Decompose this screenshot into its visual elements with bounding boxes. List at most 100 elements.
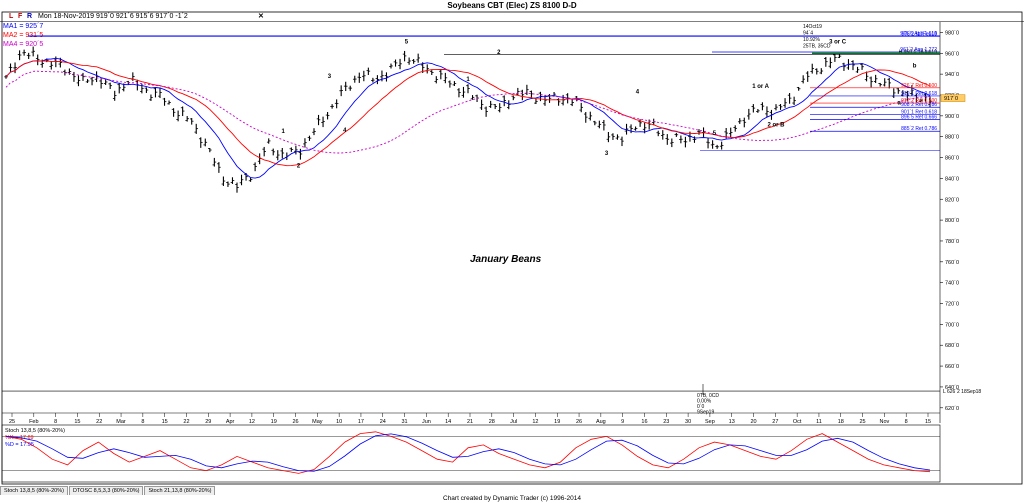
x-tick-label: 17 xyxy=(358,419,364,425)
x-tick-label: Apr xyxy=(226,419,235,425)
wave-label: 1 xyxy=(282,129,286,135)
wave-label: 3 or C xyxy=(829,39,847,45)
info-text: 25TB, 35CD xyxy=(803,44,831,50)
x-tick-label: 23 xyxy=(663,419,669,425)
window-title: Soybeans CBT (Elec) ZS 8100 D-D xyxy=(447,1,577,10)
x-tick-label: 11 xyxy=(816,419,822,425)
low-info-text: 0TB, 0CD xyxy=(697,393,719,399)
wave-label: 3 xyxy=(605,151,609,157)
y-tick-label: 860´0 xyxy=(945,156,959,162)
low-info-text: 0.00% xyxy=(697,399,712,405)
info-text: 10.92% xyxy=(803,37,821,43)
x-tick-label: 13 xyxy=(729,419,735,425)
close-icon[interactable]: ✕ xyxy=(258,13,264,20)
wave-label: 3 xyxy=(328,74,332,80)
x-tick-label: 24 xyxy=(380,419,386,425)
indicator-tabs: Stoch 13,8,5 (80%-20%) DTOSC 8,5,3,3 (80… xyxy=(0,486,216,495)
stoch-title: Stoch 13,8,5 (80%-20%) xyxy=(5,428,65,434)
legend-ma1: MA1 = 925´7 xyxy=(3,23,44,30)
stoch-k-line xyxy=(5,431,931,474)
x-tick-label: 12 xyxy=(249,419,255,425)
last-price-label: 917´0 xyxy=(944,96,958,102)
x-tick-label: 12 xyxy=(532,419,538,425)
x-tick-label: 29 xyxy=(205,419,211,425)
x-tick-label: 25 xyxy=(860,419,866,425)
info-text: 14Oct19 xyxy=(803,24,822,30)
wave-label: 5 xyxy=(713,131,717,137)
fib-level-label: 976´6 App 1.618 xyxy=(900,31,937,37)
y-tick-label: 980´0 xyxy=(945,30,959,36)
y-tick-label: 960´0 xyxy=(945,51,959,57)
x-tick-label: 26 xyxy=(292,419,298,425)
x-tick-label: 19 xyxy=(271,419,277,425)
x-tick-label: Mar xyxy=(116,419,126,425)
chart-credit: Chart created by Dynamic Trader (c) 1996… xyxy=(442,495,581,502)
x-tick-label: 14 xyxy=(445,419,451,425)
info-text: 94´4 xyxy=(803,31,813,37)
x-tick-label: 15 xyxy=(162,419,168,425)
toolbar-letter-f[interactable]: F xyxy=(18,13,23,20)
x-tick-label: 25 xyxy=(9,419,15,425)
wave-label: 4 xyxy=(636,89,640,95)
low-info-text: 0´0 xyxy=(697,404,704,410)
x-tick-label: Jun xyxy=(422,419,431,425)
tab-dtosc[interactable]: DTOSC 8,5,3,3 (80%-20%) xyxy=(68,486,144,495)
chart-frame xyxy=(1,11,1023,485)
x-tick-label: 26 xyxy=(576,419,582,425)
toolbar-letter-r[interactable]: R xyxy=(27,13,33,20)
legend-ma2: MA2 = 931´5 xyxy=(3,32,44,39)
x-tick-label: Jul xyxy=(510,419,517,425)
toolbar: L F R Mon 18-Nov-2019 919´0 921´6 915´6 … xyxy=(0,12,1024,22)
y-tick-label: 660´0 xyxy=(945,364,959,370)
x-tick-label: May xyxy=(312,419,323,425)
ma1-line xyxy=(5,57,931,179)
ma4-line xyxy=(5,70,931,154)
x-tick-label: 8 xyxy=(54,419,57,425)
stoch-d-label: %D = 17.95 xyxy=(5,442,34,448)
x-tick-label: 9 xyxy=(621,419,624,425)
y-tick-label: 840´0 xyxy=(945,176,959,182)
y-tick-label: 720´0 xyxy=(945,302,959,308)
x-tick-label: Feb xyxy=(29,419,38,425)
fib-level-label: 919´1 Ret 0.618 xyxy=(901,91,937,97)
wave-label: 2 or B xyxy=(767,123,785,129)
wave-label: 2 xyxy=(297,163,301,169)
price-chart[interactable]: 980´0 960´0 940´0 9 2 0´0 900´0 880´0 860´0 840´0… xyxy=(0,0,1024,486)
low-info-text: 9Sep19 xyxy=(697,410,714,416)
tab-stoch-21[interactable]: Stoch 21,13,8 (80%-20%) xyxy=(144,486,216,495)
x-tick-label: 27 xyxy=(772,419,778,425)
fib-level-label: 885´2 Ret 0.786 xyxy=(901,126,937,132)
wave-label: b xyxy=(913,63,917,69)
wave-label: 4 xyxy=(343,128,347,134)
wave-label: a xyxy=(898,101,902,107)
x-tick-label: Nov xyxy=(879,419,889,425)
x-tick-label: 18 xyxy=(838,419,844,425)
quote-readout: Mon 18-Nov-2019 919´0 921´6 915´6 917´0 … xyxy=(38,13,188,20)
fib-level-label: 896´5 Ret 0.666 xyxy=(901,114,937,120)
x-tick-label: Oct xyxy=(793,419,802,425)
x-tick-label: 16 xyxy=(641,419,647,425)
stoch-d-line xyxy=(5,433,931,472)
x-tick-label: 30 xyxy=(685,419,691,425)
x-tick-label: 22 xyxy=(96,419,102,425)
fib-level-label: 976´2 (17Feb19 xyxy=(901,31,937,37)
x-tick-label: 31 xyxy=(402,419,408,425)
tab-stoch-13[interactable]: Stoch 13,8,5 (80%-20%) xyxy=(0,486,68,495)
ma-legend: MA1 = 925´7 MA2 = 931´5 MA4 = 920´5 xyxy=(3,22,43,49)
wave-label: 5 xyxy=(405,39,409,45)
x-tick-label: 22 xyxy=(183,419,189,425)
x-tick-label: 10 xyxy=(336,419,342,425)
y-tick-label: 780´0 xyxy=(945,239,959,245)
toolbar-letter-l[interactable]: L xyxy=(9,13,14,20)
stoch-panel xyxy=(1,424,941,483)
y-tick-label: 820´0 xyxy=(945,197,959,203)
legend-ma4: MA4 = 920´5 xyxy=(3,41,44,48)
x-tick-label: Aug xyxy=(596,419,606,425)
fib-level-label: 961´2 App 1.272 xyxy=(900,47,937,53)
low-level-label: L 626´2 18Sep18 xyxy=(943,389,981,395)
y-tick-label: 620´0 xyxy=(945,406,959,412)
x-tick-label: 20 xyxy=(750,419,756,425)
fib-level-label: H 959´0 18Jun19 xyxy=(899,49,938,55)
y-tick-label: 680´0 xyxy=(945,343,959,349)
fib-level-label: 926´7 Ret 0.500 xyxy=(901,83,937,89)
